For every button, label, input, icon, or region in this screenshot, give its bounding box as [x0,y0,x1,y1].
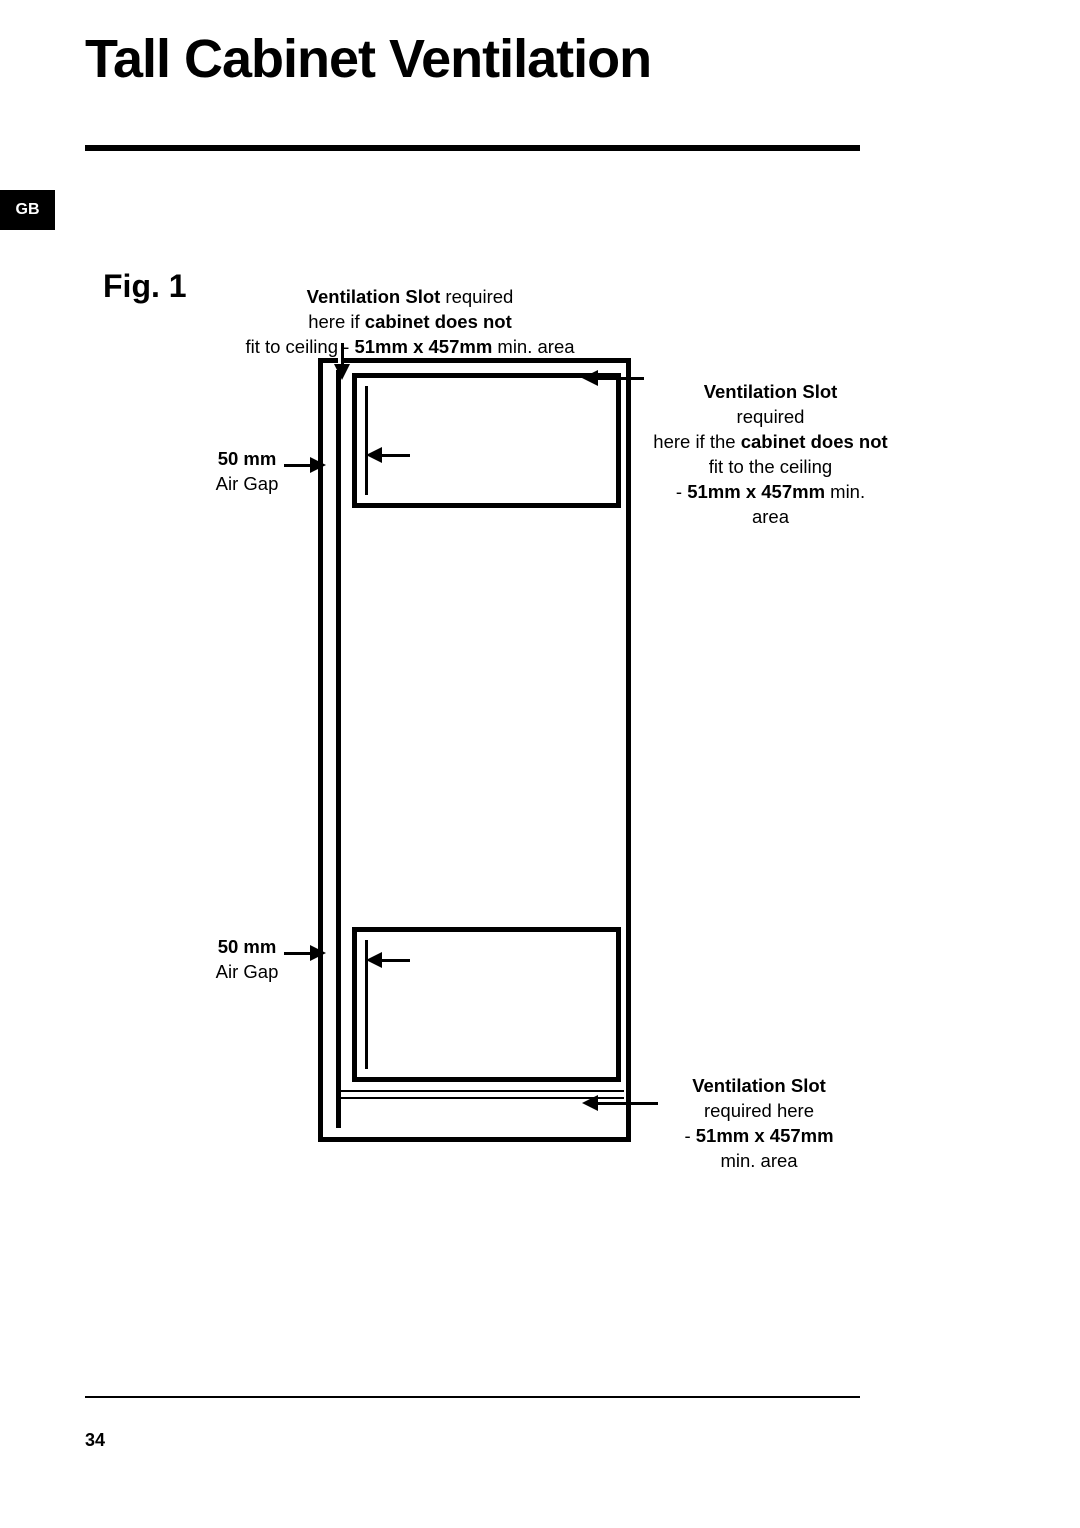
page-title: Tall Cabinet Ventilation [85,28,651,90]
callout-text: fit to the ceiling [709,456,832,477]
bottom-air-gap-callout: 50 mm Air Gap [207,935,287,985]
callout-text: Ventilation Slot [704,381,838,402]
callout-text: Ventilation Slot [307,286,441,307]
callout-text: here if [308,311,365,332]
callout-text: required here [704,1100,814,1121]
callout-text: 51mm x 457mm [687,481,825,502]
cabinet-outline [626,358,631,1142]
top-oven-cavity [352,373,621,508]
bottom-vent-slot-callout: Ventilation Slot required here - 51mm x … [664,1074,854,1174]
figure-label: Fig. 1 [103,268,187,305]
callout-text: min. area [720,1150,797,1171]
callout-text: - [684,1125,695,1146]
callout-text: - [676,481,687,502]
base-detail-line [340,1090,624,1092]
bottom-rule [85,1396,860,1398]
top-air-gap-callout: 50 mm Air Gap [207,447,287,497]
callout-text: 51mm x 457mm [696,1125,834,1146]
callout-text: here if the [653,431,740,452]
callout-text: min. area [492,336,574,357]
callout-text: fit to ceiling - [245,336,354,357]
callout-text: required [440,286,513,307]
cabinet-front-face [336,370,341,1128]
cabinet-outline [318,1137,631,1142]
page-number: 34 [85,1430,105,1451]
top-vent-slot-callout: Ventilation Slot required here if cabine… [210,285,610,360]
cabinet-outline [318,358,323,1142]
top-rule [85,145,860,151]
callout-text: Air Gap [216,473,279,494]
lower-oven-cavity [352,927,621,1082]
callout-text: Air Gap [216,961,279,982]
country-tab: GB [0,190,55,230]
callout-text: cabinet does not [741,431,888,452]
callout-text: cabinet does not [365,311,512,332]
ventilation-diagram [318,358,631,1142]
callout-text: 50 mm [218,448,277,469]
callout-text: 51mm x 457mm [354,336,492,357]
top-right-vent-slot-callout: Ventilation Slot required here if the ca… [648,380,893,530]
callout-text: required [737,406,805,427]
callout-text: 50 mm [218,936,277,957]
callout-text: area [752,506,789,527]
callout-text: min. [825,481,865,502]
callout-text: Ventilation Slot [692,1075,826,1096]
